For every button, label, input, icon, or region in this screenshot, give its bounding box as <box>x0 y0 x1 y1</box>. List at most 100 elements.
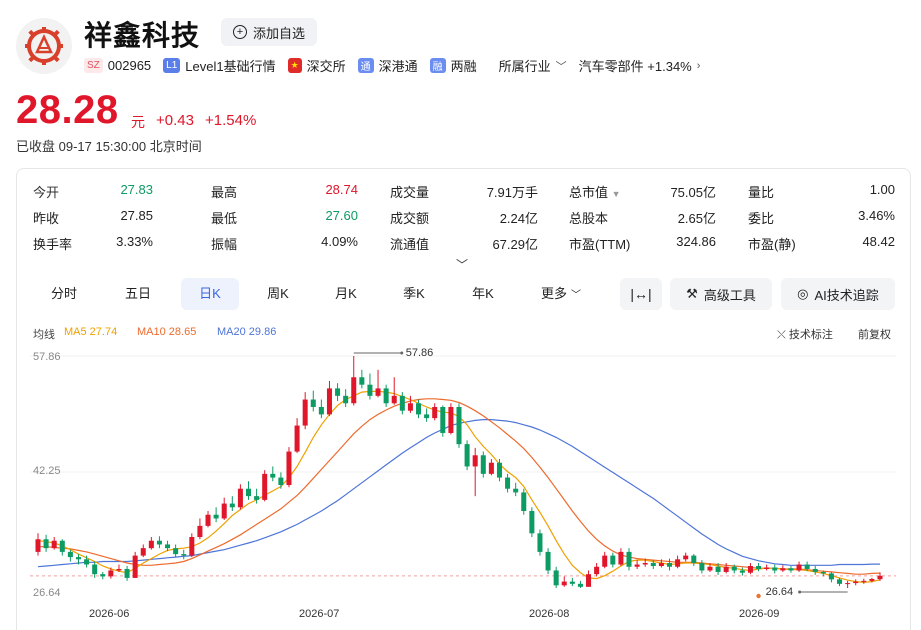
candle-body <box>310 399 316 407</box>
candle-body <box>675 559 681 567</box>
candle-body <box>326 388 332 415</box>
candle-body <box>715 566 721 572</box>
tab-weekly-k[interactable]: 周K <box>267 286 289 301</box>
candle-body <box>756 566 762 569</box>
ai-trace-button[interactable]: ◎ AI技术追踪 <box>781 278 895 310</box>
sector-link[interactable]: 汽车零部件 +1.34% › <box>579 56 701 75</box>
high-annotation-label: 57.86 <box>406 347 434 359</box>
candle-body <box>707 566 713 571</box>
candle-body <box>666 563 673 567</box>
stat-shares-label: 总股本 <box>569 211 609 226</box>
tab-more[interactable]: 更多 ﹀ <box>530 278 592 310</box>
candle-body <box>488 462 494 474</box>
exchange-label: 深交所 <box>306 59 346 74</box>
advanced-tools-button[interactable]: ⚒ 高级工具 <box>670 278 772 310</box>
stat-floatcap-value: 67.29亿 <box>492 237 538 252</box>
candle-body <box>699 563 705 571</box>
stat-floatcap-label: 流通值 <box>390 237 430 252</box>
candle-body <box>189 537 195 556</box>
level1-tag[interactable]: L1 Level1基础行情 <box>163 56 276 75</box>
ai-trace-label: AI技术追踪 <box>814 287 879 303</box>
stat-shares-value: 2.65亿 <box>677 211 716 226</box>
candle-body <box>84 559 90 565</box>
candle-body <box>367 384 373 396</box>
candle-body <box>59 540 65 552</box>
stat-pestatic-value: 48.42 <box>862 234 895 249</box>
add-watchlist-label: 添加自选 <box>253 25 306 41</box>
candle-body <box>561 581 567 586</box>
ma5-label: MA5 27.74 <box>64 326 118 338</box>
candle-body <box>505 477 511 489</box>
candle-body <box>245 488 252 497</box>
candle-body <box>432 406 438 419</box>
tab-intraday[interactable]: 分时 <box>50 286 77 301</box>
stat-volume-value: 7.91万手 <box>486 185 538 200</box>
candle-body <box>577 583 583 587</box>
tab-five-day[interactable]: 五日 <box>124 286 151 301</box>
candle-body <box>545 551 551 571</box>
y-tick-mid: 42.25 <box>33 465 61 477</box>
stat-prevclose-label: 昨收 <box>33 211 60 226</box>
chevron-right-icon: › <box>696 59 701 72</box>
candle-body <box>642 563 648 565</box>
stat-mktcap-value: 75.05亿 <box>670 185 716 200</box>
industry-dropdown[interactable]: 所属行业 ﹀ <box>499 56 567 75</box>
candle-body <box>877 575 883 580</box>
candle-body <box>869 579 875 581</box>
candle-body <box>140 548 146 556</box>
stat-turnover-value: 3.33% <box>116 234 153 249</box>
candle-body <box>780 568 786 571</box>
candle-body <box>75 557 81 560</box>
tools-icon: ⚒ <box>686 286 698 301</box>
candle-body <box>43 539 49 549</box>
x-tick-sep: 2026-09 <box>739 608 780 620</box>
adjust-toggle[interactable]: 前复权 <box>858 329 891 341</box>
candle-body <box>197 525 203 538</box>
plus-circle-icon: + <box>233 25 247 39</box>
candle-body <box>448 406 454 433</box>
connect-tag: 通 深港通 <box>357 56 418 75</box>
candle-body <box>804 564 810 569</box>
fit-width-button[interactable]: |↔| <box>620 278 662 310</box>
tech-mark-toggle[interactable]: ⤬ 技术标注 <box>777 326 833 342</box>
ma10-line <box>38 398 881 575</box>
candle-body <box>796 564 802 571</box>
candle-body <box>853 581 859 584</box>
candle-body <box>278 477 284 486</box>
candle-body <box>165 544 171 549</box>
candle-body <box>383 388 389 404</box>
low-annotation-dot <box>798 590 802 594</box>
event-marker <box>756 593 761 599</box>
candle-body <box>569 581 575 584</box>
candle-body <box>820 571 826 574</box>
candle-body <box>318 406 324 415</box>
candle-body <box>658 563 664 567</box>
candle-body <box>124 568 130 578</box>
stat-mktcap-label[interactable]: 总市值 ▼ <box>569 182 621 201</box>
tab-daily-k[interactable]: 日K <box>181 278 239 310</box>
candle-body <box>634 564 640 567</box>
tab-monthly-k[interactable]: 月K <box>335 286 357 301</box>
candle-body <box>739 570 745 573</box>
candle-body <box>416 403 422 415</box>
expand-stats-chevron-icon[interactable]: ﹀ <box>456 258 469 272</box>
candle-body <box>440 406 446 433</box>
candle-body <box>537 533 543 552</box>
tab-yearly-k[interactable]: 年K <box>472 286 494 301</box>
price-change: +0.43 <box>156 112 194 129</box>
x-tick-jul: 2026-07 <box>299 608 340 620</box>
candle-body <box>828 573 834 580</box>
candle-body <box>100 574 106 577</box>
candle-body <box>407 403 413 411</box>
tab-quarterly-k[interactable]: 季K <box>403 286 425 301</box>
add-watchlist-button[interactable]: + 添加自选 <box>221 18 318 46</box>
stat-low-value: 27.60 <box>325 208 358 223</box>
candle-body <box>594 566 600 575</box>
stat-volratio-label: 量比 <box>748 185 775 200</box>
candle-body <box>116 568 122 571</box>
candle-body <box>424 414 430 419</box>
close-time: 已收盘 09-17 15:30:00 北京时间 <box>16 139 202 154</box>
tech-mark-label: 技术标注 <box>788 329 833 341</box>
stat-volume-label: 成交量 <box>390 185 430 200</box>
